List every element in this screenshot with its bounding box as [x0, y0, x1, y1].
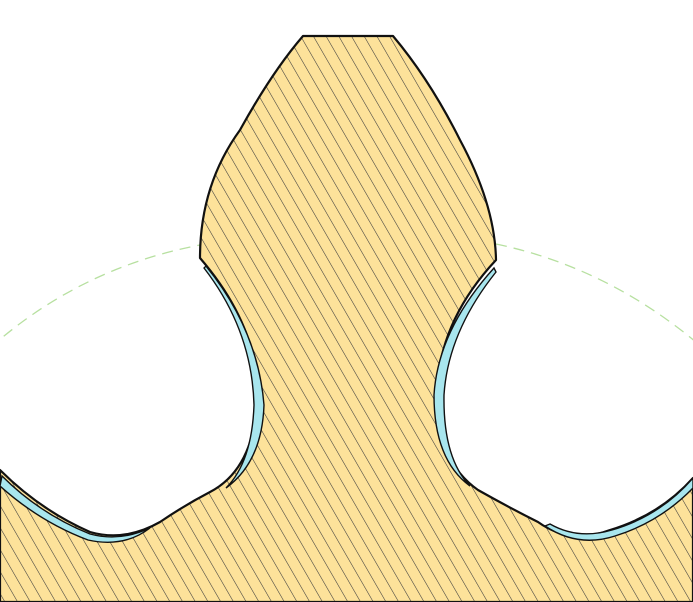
pitch-circle-arc [0, 243, 693, 341]
right-root-clearance [433, 266, 693, 541]
left-root-clearance [0, 264, 265, 543]
gear-body-section [0, 34, 693, 602]
